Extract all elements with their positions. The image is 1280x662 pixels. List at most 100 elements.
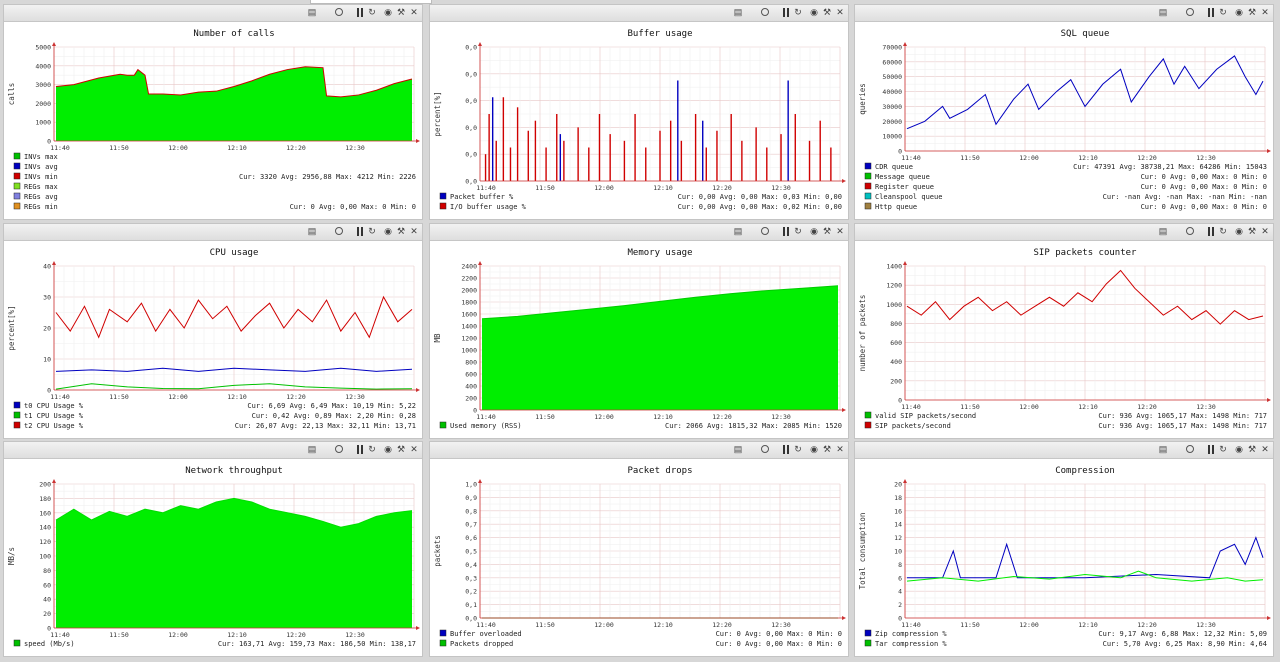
x-tick-label: 12:00: [594, 413, 614, 421]
legend-stats: Cur: 0 Avg: 0,00 Max: 0 Min: 0: [1141, 203, 1267, 211]
wrench-icon[interactable]: ⚒: [396, 226, 406, 236]
y-tick-label: 0,4: [465, 561, 477, 569]
legend-stats: Cur: 0,42 Avg: 0,89 Max: 2,20 Min: 0,28: [252, 412, 416, 420]
settings-icon[interactable]: ◉: [384, 7, 392, 17]
clock-icon[interactable]: [335, 227, 343, 235]
x-tick-label: 12:30: [771, 621, 791, 629]
settings-icon[interactable]: ◉: [1235, 444, 1243, 454]
chart-icon[interactable]: ▤: [733, 226, 743, 236]
panel-controls: ▤ ↻ ◉ ⚒ ✕: [728, 226, 845, 236]
close-icon[interactable]: ✕: [836, 226, 844, 236]
y-tick-label: 10: [894, 548, 902, 556]
clock-icon[interactable]: [761, 8, 769, 16]
refresh-icon[interactable]: ↻: [1219, 226, 1227, 236]
wrench-icon[interactable]: ⚒: [396, 444, 406, 454]
pause-icon[interactable]: [782, 7, 790, 17]
y-tick-label: 1000: [461, 347, 477, 355]
chart-icon[interactable]: ▤: [1158, 226, 1168, 236]
pause-icon[interactable]: [1207, 226, 1215, 236]
y-tick-label: 2000: [35, 100, 51, 108]
chart-icon[interactable]: ▤: [307, 444, 317, 454]
series-line: [907, 536, 1264, 579]
y-axis-label: calls: [7, 83, 16, 106]
x-tick-label: 11:50: [535, 621, 555, 629]
refresh-icon[interactable]: ↻: [1219, 444, 1227, 454]
legend-label: REGs max: [24, 183, 58, 191]
x-tick-label: 11:40: [901, 154, 921, 162]
legend-label: Register queue: [875, 183, 934, 191]
clock-icon[interactable]: [335, 445, 343, 453]
close-icon[interactable]: ✕: [836, 7, 844, 17]
clock-icon[interactable]: [761, 227, 769, 235]
settings-icon[interactable]: ◉: [810, 7, 818, 17]
pause-icon[interactable]: [1207, 444, 1215, 454]
pause-icon[interactable]: [356, 7, 364, 17]
chart-icon[interactable]: ▤: [733, 7, 743, 17]
y-tick-label: 1000: [886, 301, 902, 309]
chart-memory-usage: Memory usage MB 0 200 400 600 800 1000 1200 1400 1…: [433, 248, 846, 430]
chart-icon[interactable]: ▤: [307, 7, 317, 17]
clock-icon[interactable]: [335, 8, 343, 16]
refresh-icon[interactable]: ↻: [368, 444, 376, 454]
pause-icon[interactable]: [1207, 7, 1215, 17]
close-icon[interactable]: ✕: [410, 444, 418, 454]
close-icon[interactable]: ✕: [836, 444, 844, 454]
y-tick-label: 4000: [35, 62, 51, 70]
y-tick-label: 0,3: [465, 574, 477, 582]
wrench-icon[interactable]: ⚒: [822, 7, 832, 17]
x-tick-label: 11:40: [50, 631, 70, 639]
settings-icon[interactable]: ◉: [1235, 7, 1243, 17]
y-tick-label: 20: [894, 481, 902, 489]
refresh-icon[interactable]: ↻: [794, 444, 802, 454]
pause-icon[interactable]: [356, 226, 364, 236]
settings-icon[interactable]: ◉: [384, 226, 392, 236]
refresh-icon[interactable]: ↻: [368, 226, 376, 236]
clock-icon[interactable]: [1186, 445, 1194, 453]
panel-controls: ▤ ↻ ◉ ⚒ ✕: [302, 444, 419, 454]
refresh-icon[interactable]: ↻: [368, 7, 376, 17]
legend-swatch: [13, 152, 21, 160]
top-tab-strip[interactable]: [310, 0, 432, 4]
clock-icon[interactable]: [1186, 227, 1194, 235]
chart-title: SQL queue: [1061, 29, 1110, 39]
legend-stats: Cur: 0 Avg: 0,00 Max: 0 Min: 0: [290, 203, 416, 211]
close-icon[interactable]: ✕: [1261, 444, 1269, 454]
panel-number-of-calls: ▤ ↻ ◉ ⚒ ✕ Number of calls calls 0 1000 2000 3…: [3, 4, 423, 220]
chart-icon[interactable]: ▤: [1158, 444, 1168, 454]
pause-icon[interactable]: [356, 444, 364, 454]
chart-icon[interactable]: ▤: [1158, 7, 1168, 17]
wrench-icon[interactable]: ⚒: [396, 7, 406, 17]
series-line: [906, 269, 1264, 325]
clock-icon[interactable]: [1186, 8, 1194, 16]
legend-swatch: [864, 162, 872, 170]
refresh-icon[interactable]: ↻: [1219, 7, 1227, 17]
x-tick-label: 11:50: [960, 403, 980, 411]
wrench-icon[interactable]: ⚒: [822, 226, 832, 236]
y-tick-label: 140: [39, 524, 51, 532]
settings-icon[interactable]: ◉: [1235, 226, 1243, 236]
clock-icon[interactable]: [761, 445, 769, 453]
refresh-icon[interactable]: ↻: [794, 7, 802, 17]
chart-icon[interactable]: ▤: [733, 444, 743, 454]
refresh-icon[interactable]: ↻: [794, 226, 802, 236]
close-icon[interactable]: ✕: [410, 226, 418, 236]
pause-icon[interactable]: [782, 226, 790, 236]
legend-swatch: [864, 182, 872, 190]
settings-icon[interactable]: ◉: [810, 444, 818, 454]
close-icon[interactable]: ✕: [1261, 226, 1269, 236]
chart-icon[interactable]: ▤: [307, 226, 317, 236]
y-axis-arrow: [478, 42, 482, 46]
settings-icon[interactable]: ◉: [810, 226, 818, 236]
wrench-icon[interactable]: ⚒: [1247, 444, 1257, 454]
wrench-icon[interactable]: ⚒: [1247, 7, 1257, 17]
panel-header: ▤ ↻ ◉ ⚒ ✕: [4, 224, 422, 241]
pause-icon[interactable]: [782, 444, 790, 454]
close-icon[interactable]: ✕: [410, 7, 418, 17]
settings-icon[interactable]: ◉: [384, 444, 392, 454]
close-icon[interactable]: ✕: [1261, 7, 1269, 17]
legend-label: Packets dropped: [450, 640, 513, 648]
wrench-icon[interactable]: ⚒: [822, 444, 832, 454]
wrench-icon[interactable]: ⚒: [1247, 226, 1257, 236]
legend-swatch: [864, 172, 872, 180]
y-tick-label: 6: [898, 574, 902, 582]
